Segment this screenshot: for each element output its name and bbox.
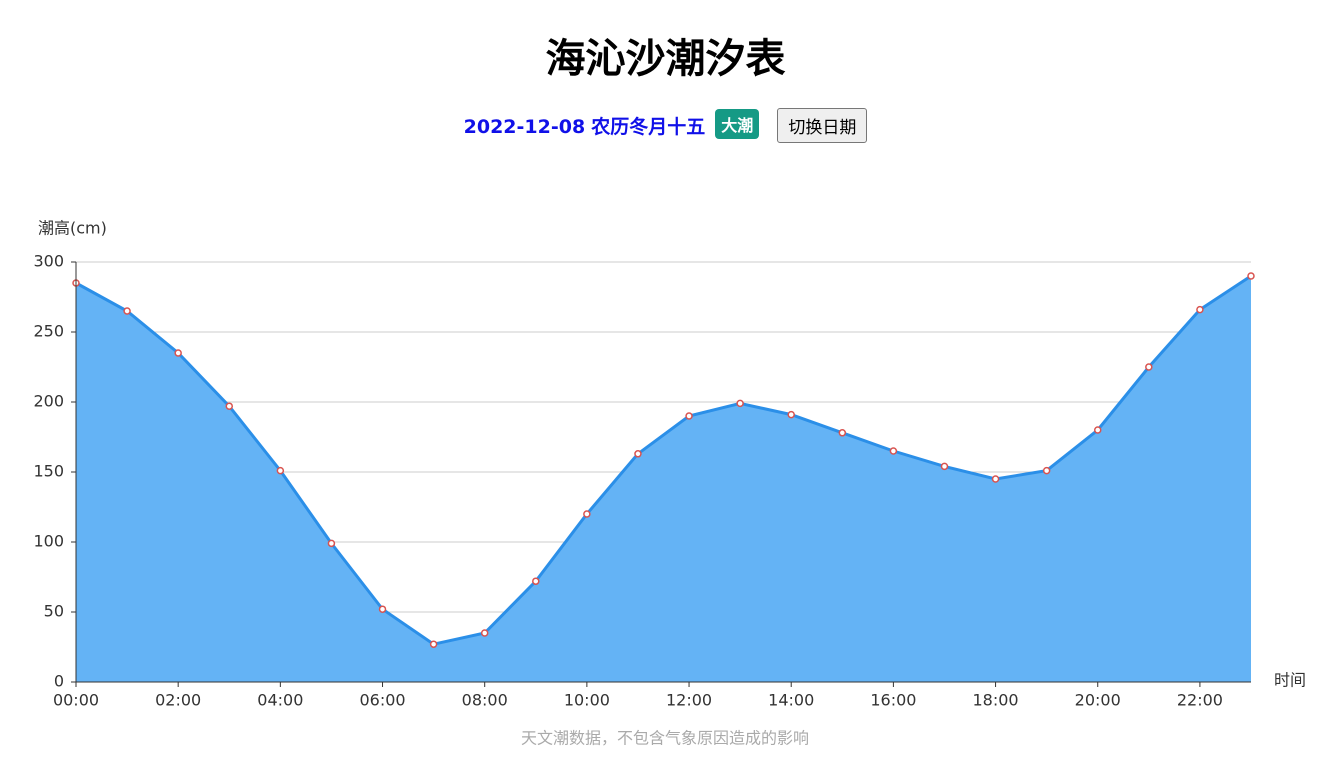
switch-date-button[interactable]: 切换日期 <box>777 108 868 143</box>
x-tick-label: 08:00 <box>462 691 508 710</box>
x-tick-label: 00:00 <box>53 691 99 710</box>
y-tick-label: 200 <box>33 392 64 411</box>
point <box>1196 305 1204 314</box>
point <box>327 539 336 548</box>
point <box>889 447 898 455</box>
x-tick-label: 02:00 <box>155 691 201 710</box>
point <box>634 450 642 458</box>
point <box>123 307 131 315</box>
x-tick-label: 20:00 <box>1075 691 1121 710</box>
point <box>378 605 387 613</box>
point <box>583 510 591 518</box>
date: 2022-12-08 <box>463 116 586 138</box>
x-tick-label: 10:00 <box>564 691 610 710</box>
lunar-date: 农历冬月十五 <box>591 116 706 138</box>
tide-badge: 大潮 <box>715 109 760 139</box>
y-tick-label: 50 <box>44 602 64 621</box>
x-tick-label: 12:00 <box>666 691 712 710</box>
point <box>225 402 234 410</box>
page-title: 海沁沙潮汐表 <box>545 36 786 82</box>
y-tick-label: 250 <box>33 322 64 341</box>
x-tick-label: 04:00 <box>257 691 303 710</box>
point <box>991 475 1000 483</box>
point <box>1042 466 1051 475</box>
point <box>429 640 438 648</box>
point <box>1145 363 1153 371</box>
point <box>276 466 285 475</box>
point <box>1093 426 1102 434</box>
line <box>75 274 1252 646</box>
y-tick-label: 150 <box>33 462 64 481</box>
point <box>787 410 795 419</box>
point <box>1247 272 1255 280</box>
area <box>76 276 1251 682</box>
point <box>838 429 847 437</box>
y-tick-label: 0 <box>54 672 64 691</box>
y-tick-label: 100 <box>33 532 64 551</box>
point <box>480 629 489 637</box>
x-tick-label: 06:00 <box>359 691 405 710</box>
point <box>685 412 693 420</box>
point <box>940 462 949 471</box>
x-axis-label: 时间 <box>1274 671 1306 690</box>
footnote: 天文潮数据，不包含气象原因造成的影响 <box>521 729 809 748</box>
x-tick-label: 16:00 <box>870 691 916 710</box>
x-tick-label: 22:00 <box>1177 691 1223 710</box>
x-tick-label: 14:00 <box>768 691 814 710</box>
point <box>532 577 540 585</box>
x-tick-label: 18:00 <box>973 691 1019 710</box>
subtitle-row: 2022-12-08 农历冬月十五 大潮 切换日期 <box>0 108 1331 143</box>
y-axis-label: 潮高(cm) <box>38 219 107 238</box>
y-tick-label: 300 <box>33 252 64 271</box>
point <box>174 349 182 357</box>
point <box>736 399 744 408</box>
